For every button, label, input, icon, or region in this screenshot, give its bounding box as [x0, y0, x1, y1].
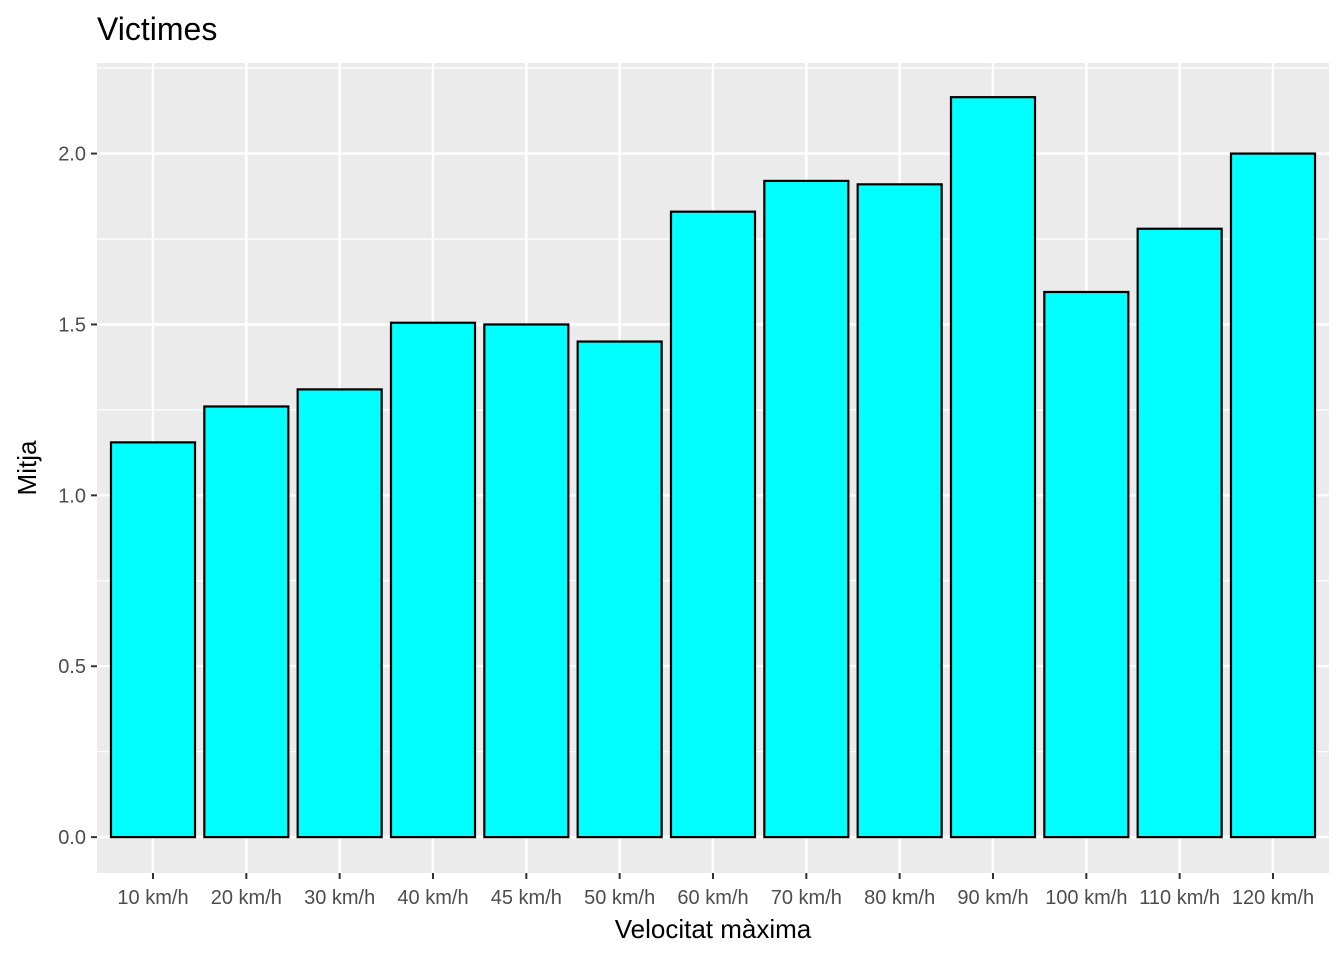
x-tick-label: 70 km/h — [771, 887, 842, 909]
x-tick-label: 120 km/h — [1232, 887, 1314, 909]
x-tick-label: 90 km/h — [957, 887, 1028, 909]
bar-10-km-h — [109, 441, 197, 839]
x-tick-label: 80 km/h — [864, 887, 935, 909]
bar-110-km-h — [1136, 227, 1223, 839]
bar-40-km-h — [389, 321, 477, 839]
x-tick-label: 10 km/h — [117, 887, 188, 909]
bar-30-km-h — [296, 388, 383, 839]
bar-90-km-h — [949, 96, 1037, 839]
bars — [109, 96, 1317, 839]
bar-100-km-h — [1043, 290, 1130, 839]
bar-80-km-h — [856, 183, 943, 839]
chart-title: Victimes — [97, 11, 217, 47]
y-axis-title: Mitja — [12, 440, 42, 495]
x-tick-label: 30 km/h — [304, 887, 375, 909]
x-tick-label: 45 km/h — [491, 887, 562, 909]
bar-120-km-h — [1229, 152, 1317, 839]
x-tick-label: 40 km/h — [397, 887, 468, 909]
y-tick-label: 1.0 — [58, 485, 86, 507]
x-tick-label: 100 km/h — [1045, 887, 1127, 909]
y-tick-label: 2.0 — [58, 144, 86, 166]
bar-60-km-h — [669, 210, 757, 839]
bar-50-km-h — [576, 340, 663, 839]
y-tick-label: 0.5 — [58, 656, 86, 678]
bar-20-km-h — [203, 405, 290, 839]
bar-70-km-h — [763, 179, 850, 839]
x-tick-label: 20 km/h — [211, 887, 282, 909]
x-axis-title: Velocitat màxima — [615, 914, 812, 944]
x-tick-label: 110 km/h — [1139, 887, 1220, 909]
x-tick-label: 60 km/h — [677, 887, 748, 909]
bar-45-km-h — [483, 323, 570, 839]
y-tick-label: 0.0 — [58, 827, 86, 849]
x-axis: 10 km/h 20 km/h 30 km/h 40 km/h 45 km/h 50 km… — [117, 873, 1314, 909]
y-axis: 0.0 0.5 1.0 1.5 2.0 — [58, 144, 97, 849]
y-tick-label: 1.5 — [58, 314, 86, 336]
x-tick-label: 50 km/h — [584, 887, 655, 909]
